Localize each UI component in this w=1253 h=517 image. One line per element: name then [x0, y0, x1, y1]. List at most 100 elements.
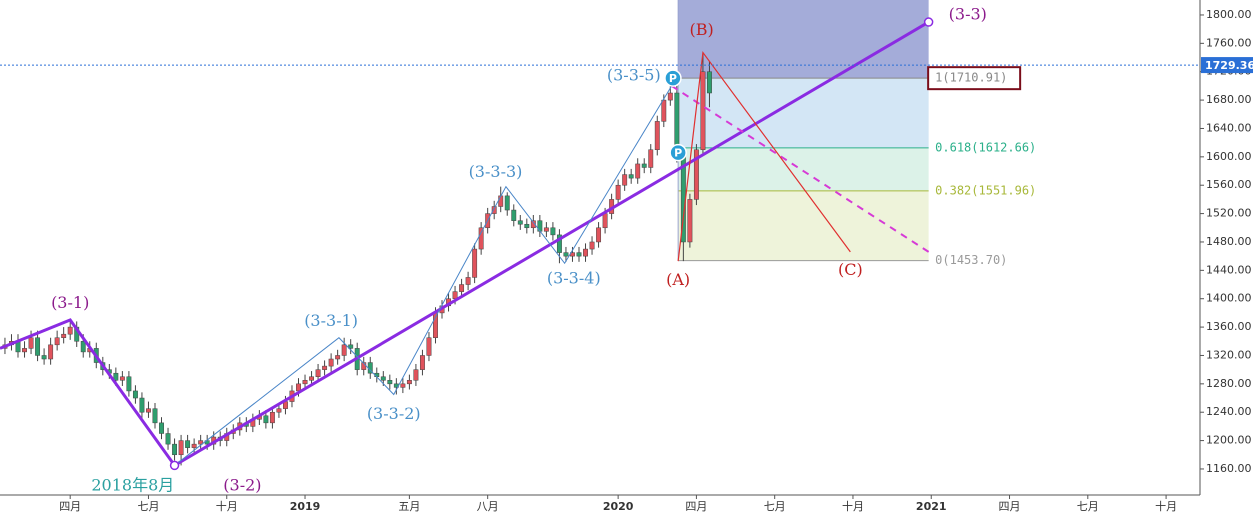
candle-body — [661, 99, 667, 122]
y-tick-label: 1320.00 — [1206, 348, 1252, 361]
y-tick-label: 1800.00 — [1206, 8, 1252, 21]
x-tick-label: 五月 — [398, 500, 420, 513]
candle-body — [165, 433, 171, 445]
x-tick-label: 七月 — [764, 500, 786, 513]
candle-body — [178, 440, 184, 456]
candle-body — [387, 380, 393, 385]
candle-body — [498, 195, 504, 207]
candle-body — [315, 369, 321, 377]
candle-body — [615, 184, 621, 200]
y-tick-label: 1560.00 — [1206, 178, 1252, 191]
wave-label: (3-2) — [223, 475, 261, 494]
candle-body — [406, 380, 412, 385]
candle-body — [530, 220, 536, 229]
wave-label: (3-3-3) — [469, 162, 523, 181]
x-tick-label: 四月 — [999, 500, 1021, 513]
candle-body — [511, 209, 517, 221]
y-tick-label: 1160.00 — [1206, 462, 1252, 475]
fib-highlight-box — [927, 66, 1022, 91]
y-tick-label: 1280.00 — [1206, 377, 1252, 390]
y-tick-label: 1600.00 — [1206, 150, 1252, 163]
y-tick-label: 1200.00 — [1206, 434, 1252, 447]
candle-body — [35, 337, 41, 356]
candle-body — [654, 121, 660, 150]
candle-body — [322, 365, 328, 370]
wave-label: (3-3-1) — [304, 311, 358, 330]
wave-line — [174, 85, 673, 466]
candle-body — [146, 408, 151, 413]
candle-body — [517, 220, 523, 225]
candle-body — [119, 376, 125, 381]
x-tick-label: 2021 — [916, 500, 947, 513]
y-tick-label: 1360.00 — [1206, 320, 1252, 333]
candle-body — [185, 440, 191, 448]
x-tick-label: 十月 — [842, 499, 864, 513]
candle-body — [524, 223, 530, 229]
candle-body — [589, 241, 595, 250]
wave-label: (3-3-2) — [367, 404, 421, 423]
fib-level-label: 1(1710.91) — [935, 71, 1007, 85]
x-tick-label: 十月 — [1155, 499, 1177, 513]
candle-body — [302, 380, 308, 385]
candle-body — [276, 408, 282, 413]
candle-body — [54, 337, 60, 346]
fib-level-label: 0.382(1551.96) — [935, 183, 1036, 197]
wave-label: (C) — [838, 260, 863, 279]
x-tick-label: 2019 — [290, 500, 321, 513]
badge — [664, 69, 682, 87]
candle-body — [596, 227, 602, 243]
x-tick-label: 四月 — [685, 500, 707, 513]
candle-body — [543, 227, 549, 232]
candle-body — [452, 291, 458, 299]
candle-body — [400, 383, 406, 388]
x-tick-label: 七月 — [1077, 500, 1099, 513]
y-tick-label: 1640.00 — [1206, 121, 1252, 134]
candle-body — [28, 337, 34, 349]
candle-body — [139, 397, 145, 413]
wave-label: (B) — [690, 20, 714, 39]
candle-body — [80, 341, 86, 353]
candle-body — [41, 355, 47, 360]
candle-body — [648, 149, 654, 168]
candle-body — [191, 443, 197, 448]
y-tick-label: 1520.00 — [1206, 207, 1252, 220]
candle-body — [426, 337, 432, 356]
x-tick-label: 八月 — [477, 500, 499, 513]
candle-body — [583, 248, 588, 257]
candle-body — [459, 284, 465, 292]
candle-body — [419, 355, 425, 370]
candle-body — [687, 199, 693, 243]
wave-point — [169, 460, 180, 471]
y-tick-label: 1760.00 — [1206, 36, 1252, 49]
candle-body — [693, 149, 699, 200]
candle-body — [22, 348, 27, 353]
x-tick-label: 四月 — [59, 500, 81, 513]
wave-point — [923, 17, 934, 27]
x-tick-label: 十月 — [216, 499, 238, 513]
candle-body — [504, 195, 510, 211]
candle-body — [152, 408, 158, 424]
y-tick-label: 1400.00 — [1206, 292, 1252, 305]
y-tick-label: 1480.00 — [1206, 235, 1252, 248]
badge-label: P — [669, 72, 677, 85]
last-price-label: 1729.36 — [1205, 59, 1253, 72]
candle-body — [380, 376, 386, 381]
badge-label: P — [674, 147, 682, 160]
wave-label: (3-3-4) — [547, 268, 601, 287]
wave-line — [677, 50, 851, 262]
candle-body — [472, 248, 478, 278]
candle-body — [296, 383, 301, 392]
fib-level-label: 0.618(1612.66) — [935, 140, 1036, 154]
y-tick-label: 1240.00 — [1206, 405, 1252, 418]
wave-label: (A) — [666, 270, 690, 289]
candle-body — [641, 163, 647, 168]
fib-level-label: 0(1453.70) — [935, 253, 1007, 267]
fib-zone — [678, 147, 929, 191]
candle-body — [198, 440, 204, 445]
candle-body — [341, 344, 347, 356]
y-tick-label: 1440.00 — [1206, 263, 1252, 276]
candle-body — [667, 92, 673, 101]
last-price-tag — [1201, 57, 1253, 74]
